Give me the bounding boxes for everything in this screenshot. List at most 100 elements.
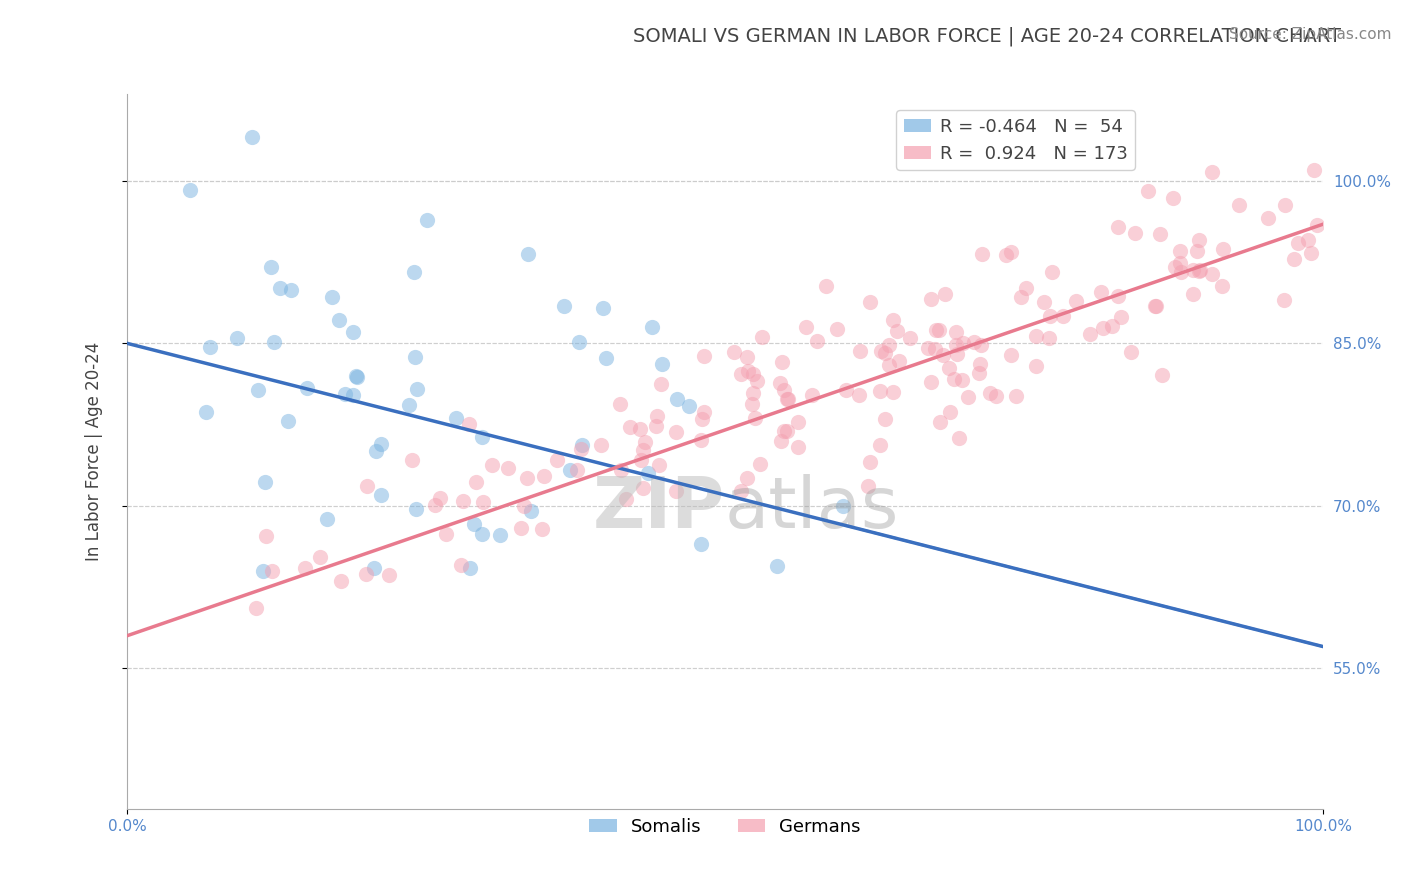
Point <box>333 387 356 401</box>
Point <box>814 278 837 293</box>
Point <box>787 415 810 429</box>
Point <box>924 342 946 356</box>
Point <box>294 561 316 575</box>
Point <box>877 358 900 372</box>
Point <box>630 452 652 467</box>
Point <box>457 417 479 432</box>
Point <box>1303 162 1326 177</box>
Point <box>533 469 555 483</box>
Point <box>354 567 377 582</box>
Point <box>1119 345 1142 359</box>
Point <box>665 484 688 499</box>
Point <box>963 334 986 349</box>
Point <box>749 457 772 471</box>
Point <box>730 483 752 498</box>
Point <box>520 504 543 518</box>
Point <box>405 502 427 516</box>
Point <box>690 433 713 447</box>
Point <box>619 420 641 434</box>
Point <box>405 382 427 396</box>
Point <box>342 388 364 402</box>
Point <box>496 461 519 475</box>
Point <box>967 366 990 380</box>
Point <box>472 495 495 509</box>
Point <box>920 292 942 306</box>
Point <box>226 331 249 345</box>
Point <box>1274 198 1296 212</box>
Point <box>404 265 426 279</box>
Point <box>1282 252 1305 266</box>
Point <box>932 348 955 362</box>
Point <box>342 326 364 340</box>
Point <box>882 384 904 399</box>
Point <box>859 294 882 309</box>
Point <box>877 338 900 352</box>
Point <box>401 452 423 467</box>
Point <box>1032 295 1054 310</box>
Point <box>744 411 766 425</box>
Point <box>1164 260 1187 274</box>
Point <box>262 564 284 578</box>
Point <box>1066 293 1088 308</box>
Point <box>939 405 962 419</box>
Point <box>346 369 368 384</box>
Point <box>742 367 765 381</box>
Point <box>1025 359 1047 374</box>
Point <box>280 284 302 298</box>
Point <box>1107 219 1129 234</box>
Point <box>1101 318 1123 333</box>
Point <box>1212 243 1234 257</box>
Point <box>769 376 792 390</box>
Point <box>970 247 993 261</box>
Point <box>592 301 614 316</box>
Point <box>1000 244 1022 259</box>
Point <box>404 350 426 364</box>
Point <box>315 512 337 526</box>
Point <box>558 463 581 477</box>
Point <box>735 471 758 485</box>
Point <box>1299 246 1322 260</box>
Point <box>1149 227 1171 241</box>
Point <box>1150 368 1173 382</box>
Point <box>692 412 714 426</box>
Point <box>778 392 800 407</box>
Point <box>1286 235 1309 250</box>
Point <box>610 463 633 477</box>
Point <box>765 558 787 573</box>
Point <box>641 319 664 334</box>
Point <box>628 422 651 436</box>
Point <box>571 438 593 452</box>
Point <box>510 521 533 535</box>
Point <box>928 323 950 337</box>
Point <box>723 345 745 359</box>
Point <box>801 388 824 402</box>
Point <box>1227 198 1250 212</box>
Point <box>1257 211 1279 225</box>
Point <box>650 376 672 391</box>
Point <box>869 384 891 398</box>
Point <box>1107 289 1129 303</box>
Point <box>1181 263 1204 277</box>
Point <box>200 340 222 354</box>
Point <box>1052 309 1074 323</box>
Point <box>1189 263 1212 277</box>
Point <box>246 383 269 397</box>
Point <box>1201 267 1223 281</box>
Point <box>1170 244 1192 258</box>
Point <box>737 364 759 378</box>
Point <box>1272 293 1295 308</box>
Point <box>934 286 956 301</box>
Point <box>637 466 659 480</box>
Point <box>546 452 568 467</box>
Point <box>776 424 799 438</box>
Point <box>886 324 908 338</box>
Point <box>591 438 613 452</box>
Point <box>321 290 343 304</box>
Point <box>245 601 267 615</box>
Point <box>553 300 575 314</box>
Point <box>516 471 538 485</box>
Point <box>378 568 401 582</box>
Point <box>952 335 974 350</box>
Point <box>882 313 904 327</box>
Point <box>969 357 991 371</box>
